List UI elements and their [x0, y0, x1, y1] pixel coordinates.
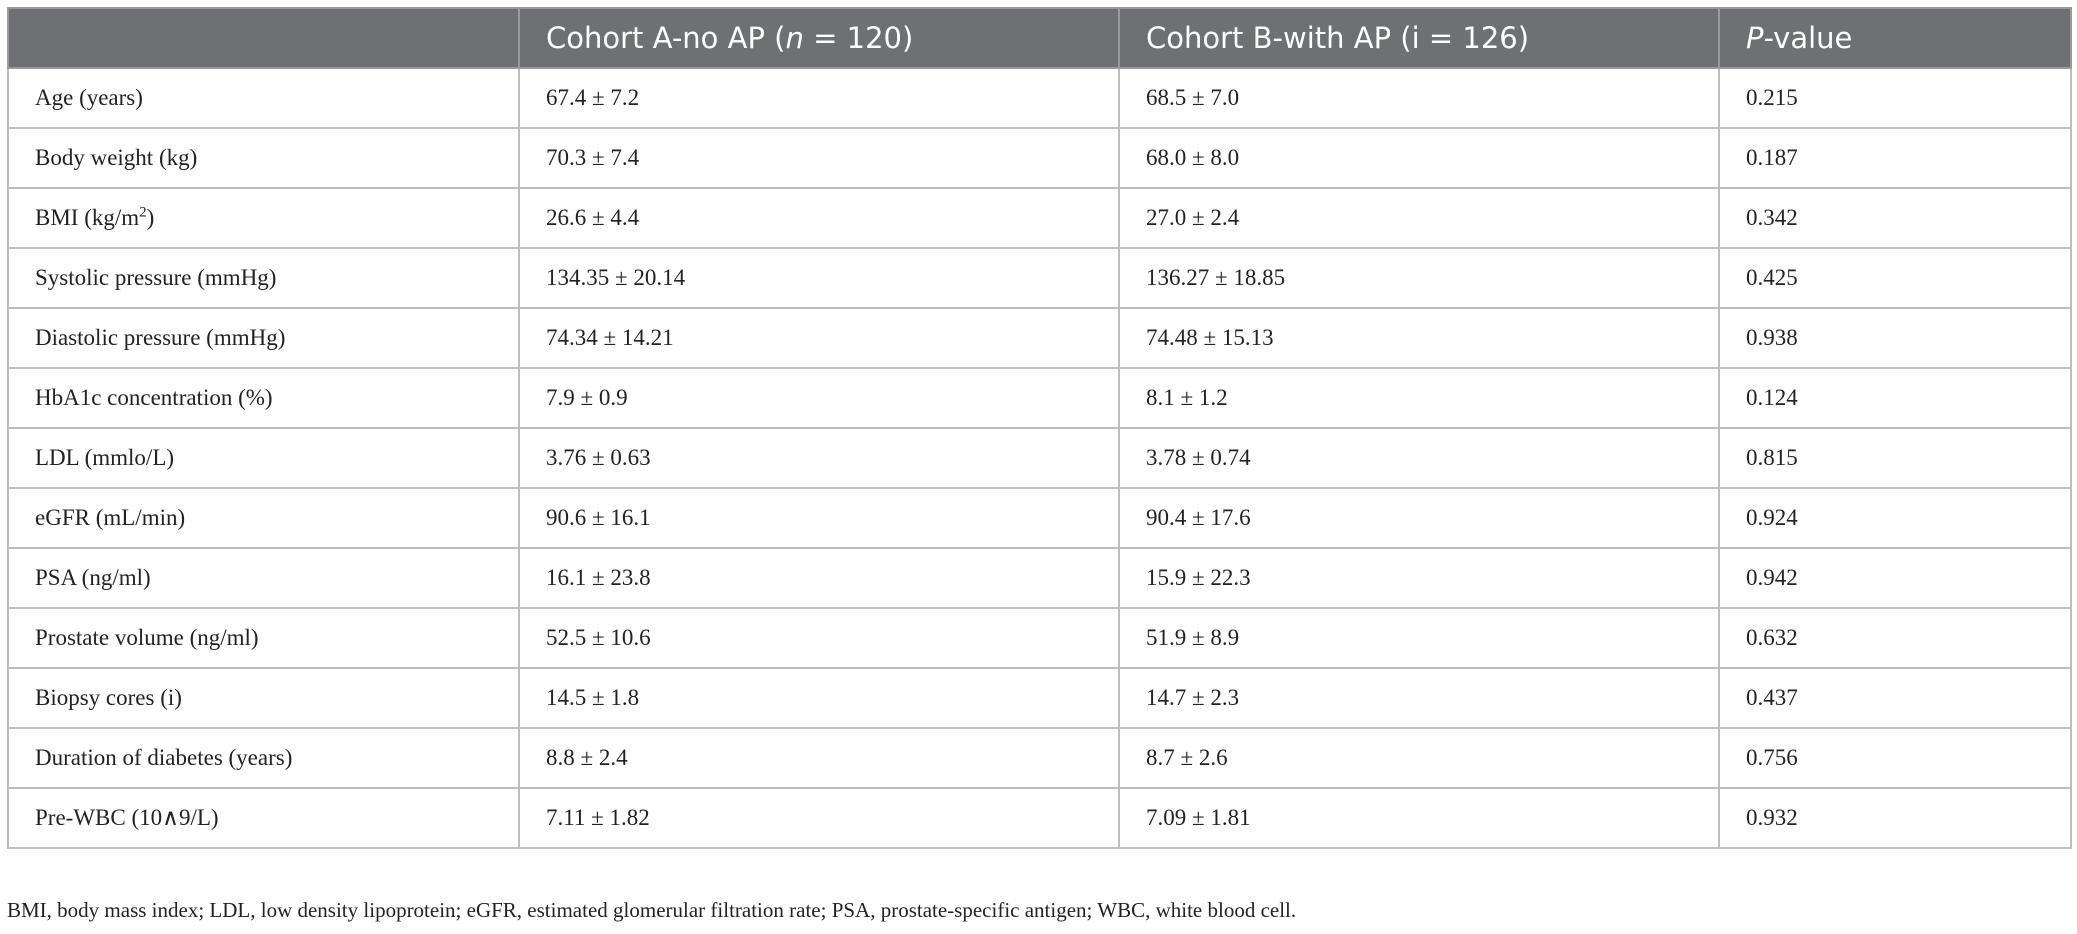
table-cell: 0.932 [1718, 787, 2072, 849]
table-cell: 0.632 [1718, 607, 2072, 669]
data-table: Cohort A-no AP (n = 120) Cohort B-with AP… [7, 7, 2072, 849]
table-cell: 0.342 [1718, 187, 2072, 249]
table-cell: 0.815 [1718, 427, 2072, 489]
text-segment: LDL (mmlo/L) [35, 445, 175, 470]
table-row: eGFR (mL/min) 90.6 ± 16.1 90.4 ± 17.6 0.924 [7, 487, 2072, 549]
text-segment: Age (years) [35, 85, 143, 110]
table-cell: 0.437 [1718, 667, 2072, 729]
table-cell: 0.924 [1718, 487, 2072, 549]
table-cell: 90.4 ± 17.6 [1118, 487, 1720, 549]
row-label: PSA (ng/ml) [7, 547, 520, 609]
footnote: BMI, body mass index; LDL, low density l… [7, 898, 1297, 922]
table-cell: 0.215 [1718, 67, 2072, 129]
table-cell: 70.3 ± 7.4 [518, 127, 1120, 189]
table-cell: 0.187 [1718, 127, 2072, 189]
header-row: Cohort A-no AP (n = 120) Cohort B-with AP… [7, 7, 2072, 69]
row-label: LDL (mmlo/L) [7, 427, 520, 489]
table-cell: 51.9 ± 8.9 [1118, 607, 1720, 669]
text-segment: Duration of diabetes (years) [35, 745, 293, 770]
table-cell: 3.78 ± 0.74 [1118, 427, 1720, 489]
table-row: Systolic pressure (mmHg) 134.35 ± 20.14 13… [7, 247, 2072, 309]
table-cell: 26.6 ± 4.4 [518, 187, 1120, 249]
table-cell: 7.11 ± 1.82 [518, 787, 1120, 849]
row-label: Systolic pressure (mmHg) [7, 247, 520, 309]
table-row: Pre-WBC (10∧9/L) 7.11 ± 1.82 7.09 ± 1.81 0.… [7, 787, 2072, 849]
table-cell: 68.0 ± 8.0 [1118, 127, 1720, 189]
row-label: Prostate volume (ng/ml) [7, 607, 520, 669]
table-row: Biopsy cores (i) 14.5 ± 1.8 14.7 ± 2.3 0.43… [7, 667, 2072, 729]
text-segment: = 120) [803, 21, 914, 55]
text-segment: Systolic pressure (mmHg) [35, 265, 277, 290]
table-cell: 136.27 ± 18.85 [1118, 247, 1720, 309]
text-segment: HbA1c concentration (%) [35, 385, 273, 410]
header-cell [7, 7, 520, 69]
table-row: HbA1c concentration (%) 7.9 ± 0.9 8.1 ± 1.… [7, 367, 2072, 429]
table-row: Age (years) 67.4 ± 7.2 68.5 ± 7.0 0.215 [7, 67, 2072, 129]
table-cell: 15.9 ± 22.3 [1118, 547, 1720, 609]
table-cell: 14.5 ± 1.8 [518, 667, 1120, 729]
table-row: Body weight (kg) 70.3 ± 7.4 68.0 ± 8.0 0.18… [7, 127, 2072, 189]
table-row: Duration of diabetes (years) 8.8 ± 2.4 8.7… [7, 727, 2072, 789]
table-cell: 0.756 [1718, 727, 2072, 789]
row-label: Body weight (kg) [7, 127, 520, 189]
table-cell: 90.6 ± 16.1 [518, 487, 1120, 549]
row-label: HbA1c concentration (%) [7, 367, 520, 429]
table-cell: 0.124 [1718, 367, 2072, 429]
table-cell: 3.76 ± 0.63 [518, 427, 1120, 489]
table-cell: 7.09 ± 1.81 [1118, 787, 1720, 849]
row-label: eGFR (mL/min) [7, 487, 520, 549]
text-segment: PSA (ng/ml) [35, 565, 151, 590]
text-segment: ) [146, 205, 155, 230]
text-segment: Biopsy cores (i) [35, 685, 182, 710]
text-segment: P [1746, 21, 1764, 55]
row-label: Biopsy cores (i) [7, 667, 520, 729]
table-cell: 67.4 ± 7.2 [518, 67, 1120, 129]
table-row: PSA (ng/ml) 16.1 ± 23.8 15.9 ± 22.3 0.942 [7, 547, 2072, 609]
text-segment: Prostate volume (ng/ml) [35, 625, 259, 650]
text-segment: Body weight (kg) [35, 145, 198, 170]
table-cell: 74.34 ± 14.21 [518, 307, 1120, 369]
header-cell: Cohort A-no AP (n = 120) [518, 7, 1120, 69]
row-label: Duration of diabetes (years) [7, 727, 520, 789]
table-cell: 16.1 ± 23.8 [518, 547, 1120, 609]
table-row: Prostate volume (ng/ml) 52.5 ± 10.6 51.9 ±… [7, 607, 2072, 669]
text-segment: eGFR (mL/min) [35, 505, 186, 530]
text-segment: Cohort B-with AP (i = 126) [1146, 21, 1530, 55]
row-label: Age (years) [7, 67, 520, 129]
row-label: Pre-WBC (10∧9/L) [7, 787, 520, 849]
table-cell: 7.9 ± 0.9 [518, 367, 1120, 429]
table-cell: 0.938 [1718, 307, 2072, 369]
table-cell: 8.1 ± 1.2 [1118, 367, 1720, 429]
table-cell: 8.8 ± 2.4 [518, 727, 1120, 789]
table-row: LDL (mmlo/L) 3.76 ± 0.63 3.78 ± 0.74 0.815 [7, 427, 2072, 489]
table-cell: 8.7 ± 2.6 [1118, 727, 1720, 789]
text-segment: BMI (kg/m [35, 205, 140, 230]
table-cell: 14.7 ± 2.3 [1118, 667, 1720, 729]
table-cell: 27.0 ± 2.4 [1118, 187, 1720, 249]
table-cell: 52.5 ± 10.6 [518, 607, 1120, 669]
text-segment: -value [1763, 21, 1853, 55]
header-cell: Cohort B-with AP (i = 126) [1118, 7, 1720, 69]
header-cell: P-value [1718, 7, 2072, 69]
text-segment: Diastolic pressure (mmHg) [35, 325, 286, 350]
row-label: Diastolic pressure (mmHg) [7, 307, 520, 369]
text-segment: Cohort A-no AP ( [546, 21, 786, 55]
table-cell: 74.48 ± 15.13 [1118, 307, 1720, 369]
table-row: Diastolic pressure (mmHg) 74.34 ± 14.21 74… [7, 307, 2072, 369]
text-segment: Pre-WBC (10∧9/L) [35, 805, 219, 830]
table-cell: 68.5 ± 7.0 [1118, 67, 1720, 129]
text-segment: n [785, 21, 804, 55]
text-segment: 2 [139, 204, 147, 221]
row-label: BMI (kg/m2) [7, 187, 520, 249]
table-row: BMI (kg/m2) 26.6 ± 4.4 27.0 ± 2.4 0.342 [7, 187, 2072, 249]
table-cell: 134.35 ± 20.14 [518, 247, 1120, 309]
table-cell: 0.425 [1718, 247, 2072, 309]
table-cell: 0.942 [1718, 547, 2072, 609]
